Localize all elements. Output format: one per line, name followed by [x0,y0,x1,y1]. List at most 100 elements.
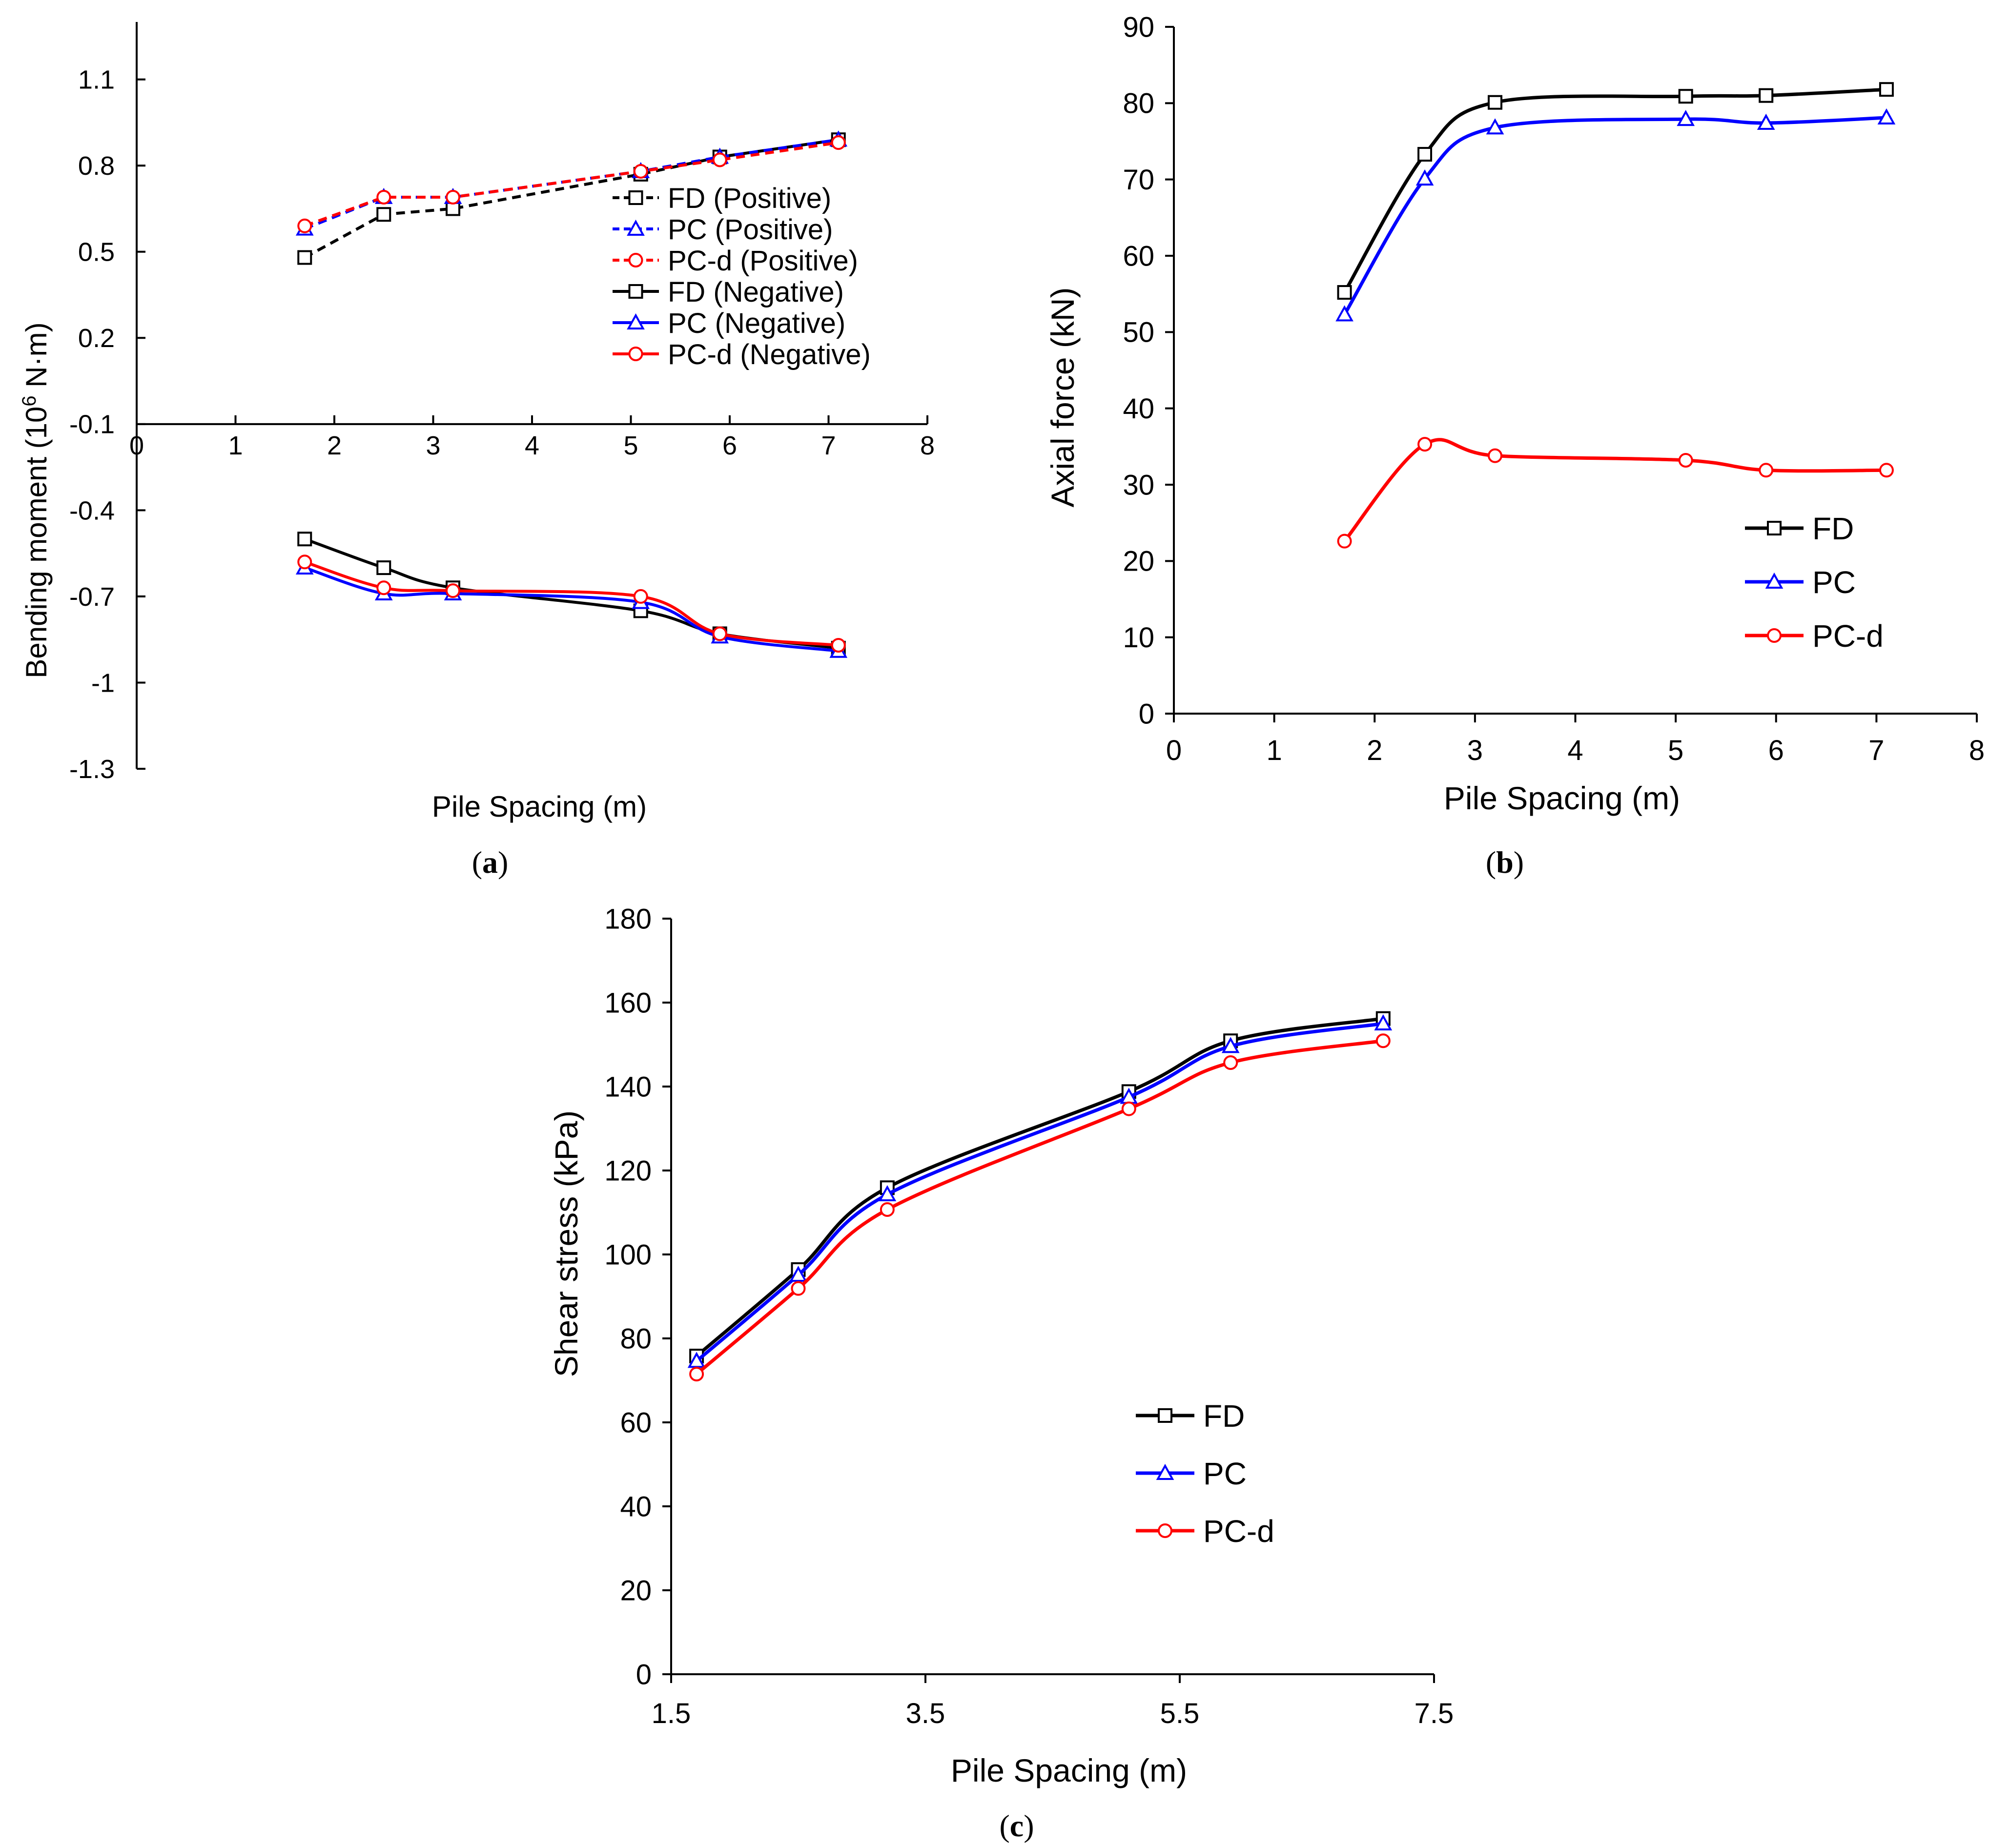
panel-b-y-tick-label: 10 [1123,622,1154,654]
panel-a-x-tick-label: 6 [722,431,737,460]
panel-c-point-pc [1221,1037,1240,1053]
panel-a-point-pc-d-negative [376,580,391,595]
panel-c-legend-marker-pc-d [1158,1523,1172,1538]
panel-a-legend-marker-fd-negative [628,284,643,299]
panel-a-x-axis-title: Pile Spacing (m) [432,790,647,823]
panel-a-y-tick-label: -0.7 [69,582,115,612]
panel-a-y-axis-title: Bending moment (106 N·m) [19,322,53,678]
panel-b-caption: (b) [1486,845,1524,880]
panel-b-point-pc [1335,305,1353,322]
panel-c-legend-marker-pc [1156,1463,1174,1480]
panel-b-point-pc-d [1759,463,1774,478]
panel-b-x-tick-label: 8 [1969,735,1985,766]
panel-a-y-tick-label: 0.8 [78,151,115,181]
panel-c-line-fd [695,1017,1384,1357]
panel-a-line-fd-positive [304,138,839,259]
panel-b-point-pc-d [1879,463,1894,478]
panel-a-point-pc-d-positive [633,164,648,179]
panel-b-point-fd [1488,95,1502,110]
panel-b-point-pc [1757,113,1775,130]
panel-a-point-fd-positive [376,207,391,222]
panel-b-legend-label-pc: PC [1812,565,1856,600]
panel-a-point-pc-d-negative [633,589,648,604]
panel-b-legend-marker-fd [1767,521,1782,535]
panel-b-x-tick-label: 3 [1467,735,1483,766]
panel-b-y-tick-label: 20 [1123,546,1154,577]
panel-b-point-pc [1415,169,1434,186]
panel-b-legend-marker-pc [1765,572,1784,589]
panel-a-point-pc-d-negative [446,583,460,598]
panel-a-legend-label-fd-positive: FD (Positive) [668,183,831,214]
panel-c-y-tick-label: 40 [620,1491,652,1522]
panel-c-x-tick-label: 7.5 [1415,1698,1454,1729]
panel-c-point-pc-d [1121,1101,1136,1116]
panel-b-x-tick-label: 2 [1367,735,1382,766]
panel-a-x-tick-label: 0 [129,431,144,460]
panel-a-legend-label-pc-d-positive: PC-d (Positive) [668,245,858,277]
panel-c-series-pc [687,1014,1393,1368]
panel-a-legend-marker-pc-negative [627,313,645,329]
panel-b-point-fd [1678,89,1693,104]
panel-b-y-axis-title: Axial force (kN) [1045,287,1081,507]
panel-b-point-pc [1486,118,1504,135]
panel-c-line-pc-d [695,1039,1384,1376]
panel-c-y-tick-label: 0 [636,1659,652,1690]
panel-c-point-pc-d [880,1202,895,1217]
panel-b-point-fd [1879,82,1894,97]
panel-c-line-pc [695,1022,1384,1363]
panel-a-point-pc-d-positive [712,152,727,167]
panel-a-x-tick-label: 1 [228,431,243,460]
panel-b-legend-label-pc-d: PC-d [1812,618,1884,654]
panel-a-legend-label-pc-d-negative: PC-d (Negative) [668,339,871,370]
panel-c-legend-label-fd: FD [1203,1398,1245,1434]
panel-c-legend-label-pc-d: PC-d [1203,1514,1274,1549]
panel-c-x-tick-label: 1.5 [652,1698,691,1729]
panel-b-y-tick-label: 50 [1123,317,1154,349]
panel-c-x-tick-label: 3.5 [906,1698,945,1729]
panel-a-point-pc-d-negative [831,637,846,653]
panel-a-x-tick-label: 8 [920,431,935,460]
panel-c-y-tick-label: 20 [620,1575,652,1606]
panel-c-point-pc [1374,1014,1393,1030]
panel-b-legend-marker-pc-d [1767,628,1782,643]
panel-c-y-tick-label: 160 [604,987,652,1019]
panel-a-legend-marker-fd-positive [628,190,643,205]
panel-c-y-tick-label: 120 [604,1155,652,1187]
panel-b-y-tick-label: 90 [1123,11,1154,43]
panel-a-legend-marker-pc-d-negative [628,347,643,361]
panel-b-point-pc-d [1337,534,1352,549]
panel-c-point-pc-d [1375,1033,1391,1048]
panel-a-y-tick-label: -1 [91,668,115,698]
panel-c-point-pc-d [689,1367,704,1382]
panel-a-x-tick-label: 5 [623,431,638,460]
panel-a-y-tick-label: -0.1 [69,410,115,439]
panel-a-point-pc-d-negative [297,554,312,570]
panel-b-point-pc [1677,110,1695,126]
panel-c-y-tick-label: 80 [620,1323,652,1355]
panel-b-x-tick-label: 7 [1868,735,1884,766]
panel-b-series-fd [1337,82,1894,300]
panel-b-legend-label-fd: FD [1812,511,1854,546]
panel-b-point-pc-d [1488,448,1502,463]
panel-a-bending-moment-chart: Pile Spacing (m) Bending moment (106 N·m… [19,22,935,880]
panel-b-line-pc [1343,116,1887,316]
panel-b-x-axis-title: Pile Spacing (m) [1444,780,1680,816]
panel-b-y-tick-label: 60 [1123,240,1154,272]
panel-b-x-tick-label: 0 [1166,735,1182,766]
panel-c-caption-letter: c [1010,1808,1024,1843]
panel-b-y-tick-label: 0 [1139,698,1154,730]
panel-a-x-tick-label: 2 [327,431,342,460]
panel-a-y-tick-label: -1.3 [69,755,115,784]
panel-a-legend-label-pc-positive: PC (Positive) [668,214,833,246]
panel-c-y-tick-label: 140 [604,1071,652,1103]
panel-c-series-pc-d [689,1033,1391,1382]
panel-a-point-pc-d-positive [376,189,391,205]
panel-c-y-tick-label: 60 [620,1407,652,1438]
panel-b-caption-letter: b [1496,845,1514,880]
panel-c-shear-stress-chart: Pile Spacing (m) Shear stress (kPa) (c) … [548,903,1454,1843]
panel-b-y-tick-label: 80 [1123,88,1154,120]
panel-c-point-pc-d [1223,1055,1238,1070]
panel-b-y-tick-label: 40 [1123,393,1154,425]
panel-a-point-pc-d-negative [712,626,727,641]
